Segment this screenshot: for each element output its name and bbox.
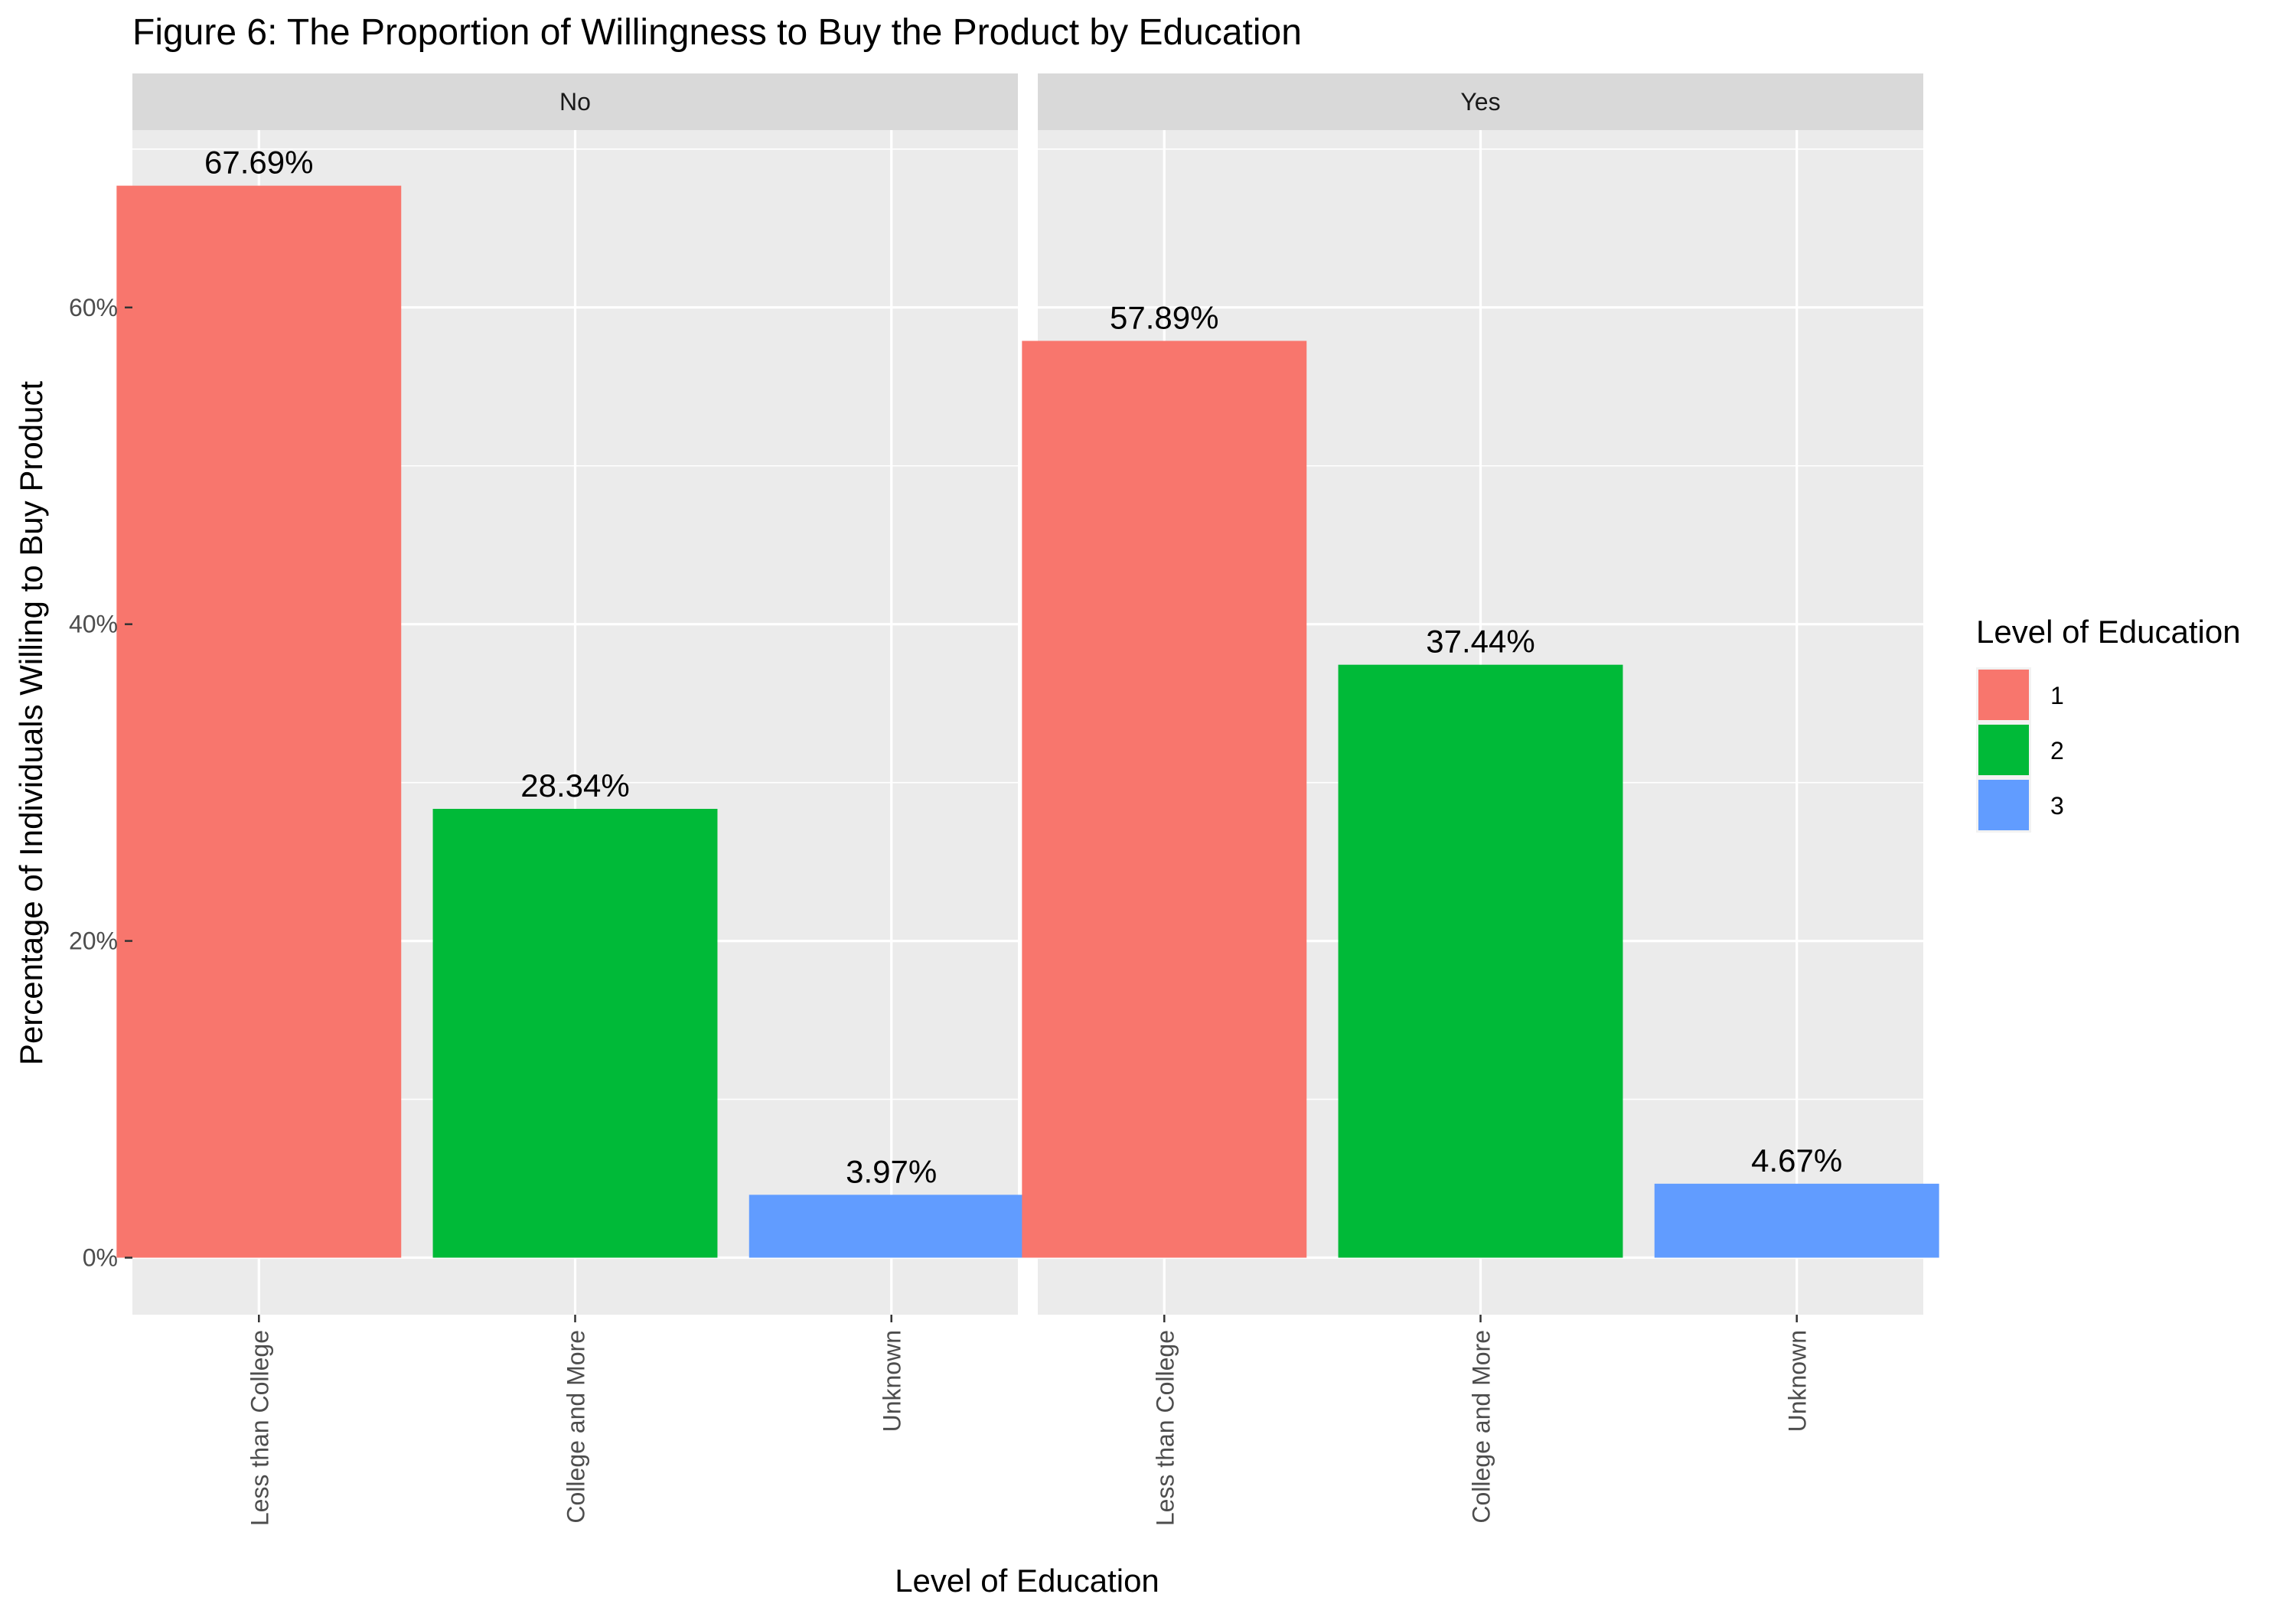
facet-panel-yes: Yes 57.89% Less than College 37.44% College … (1022, 73, 1939, 1526)
bar-value-label: 3.97% (846, 1153, 937, 1189)
facet-strip (132, 73, 1018, 130)
bar-value-label: 67.69% (204, 145, 313, 181)
x-tick-label: College and More (1468, 1330, 1495, 1524)
facet-strip-label: No (559, 88, 591, 116)
chart-title: Figure 6: The Proportion of Willingness … (132, 12, 1302, 53)
y-tick-label: 0% (83, 1244, 118, 1271)
x-tick-label: Less than College (1151, 1330, 1179, 1526)
legend-items: 1 2 3 (1976, 667, 2064, 833)
legend-item-label: 3 (2050, 792, 2064, 820)
bar-value-label: 4.67% (1751, 1143, 1842, 1178)
x-tick-label: Less than College (246, 1330, 273, 1526)
bar-yes-1 (1022, 341, 1307, 1258)
y-tick-label: 60% (69, 294, 118, 321)
legend-item-label: 1 (2050, 682, 2064, 709)
facet-panel-no: No 67.69% Less than College 28.34% College a… (116, 73, 1034, 1526)
bar-no-3 (748, 1195, 1034, 1258)
bar-value-label: 57.89% (1110, 299, 1218, 335)
bar-no-1 (116, 185, 402, 1258)
bar-yes-3 (1654, 1183, 1939, 1258)
x-tick-label: Unknown (879, 1330, 906, 1432)
legend-swatch-2 (1978, 725, 2029, 775)
legend-item-label: 2 (2050, 737, 2064, 764)
y-axis: 0% 20% 40% 60% (69, 294, 132, 1271)
facet-panels: No 67.69% Less than College 28.34% College a… (116, 73, 1939, 1526)
bar-value-label: 28.34% (520, 768, 629, 804)
legend-title: Level of Education (1976, 614, 2241, 650)
legend: Level of Education 1 2 3 (1976, 614, 2241, 833)
x-axis-title: Level of Education (895, 1563, 1159, 1599)
legend-swatch-3 (1978, 780, 2029, 830)
facet-strip (1038, 73, 1923, 130)
bar-no-2 (432, 808, 718, 1258)
y-tick-label: 40% (69, 611, 118, 638)
facet-strip-label: Yes (1460, 88, 1500, 116)
bar-yes-2 (1338, 664, 1623, 1258)
bar-value-label: 37.44% (1426, 624, 1534, 660)
x-tick-label: Unknown (1784, 1330, 1812, 1432)
legend-swatch-1 (1978, 670, 2029, 720)
x-tick-label: College and More (563, 1330, 590, 1524)
y-tick-label: 20% (69, 927, 118, 955)
y-axis-title: Percentage of Individuals Willing to Buy… (13, 381, 49, 1065)
